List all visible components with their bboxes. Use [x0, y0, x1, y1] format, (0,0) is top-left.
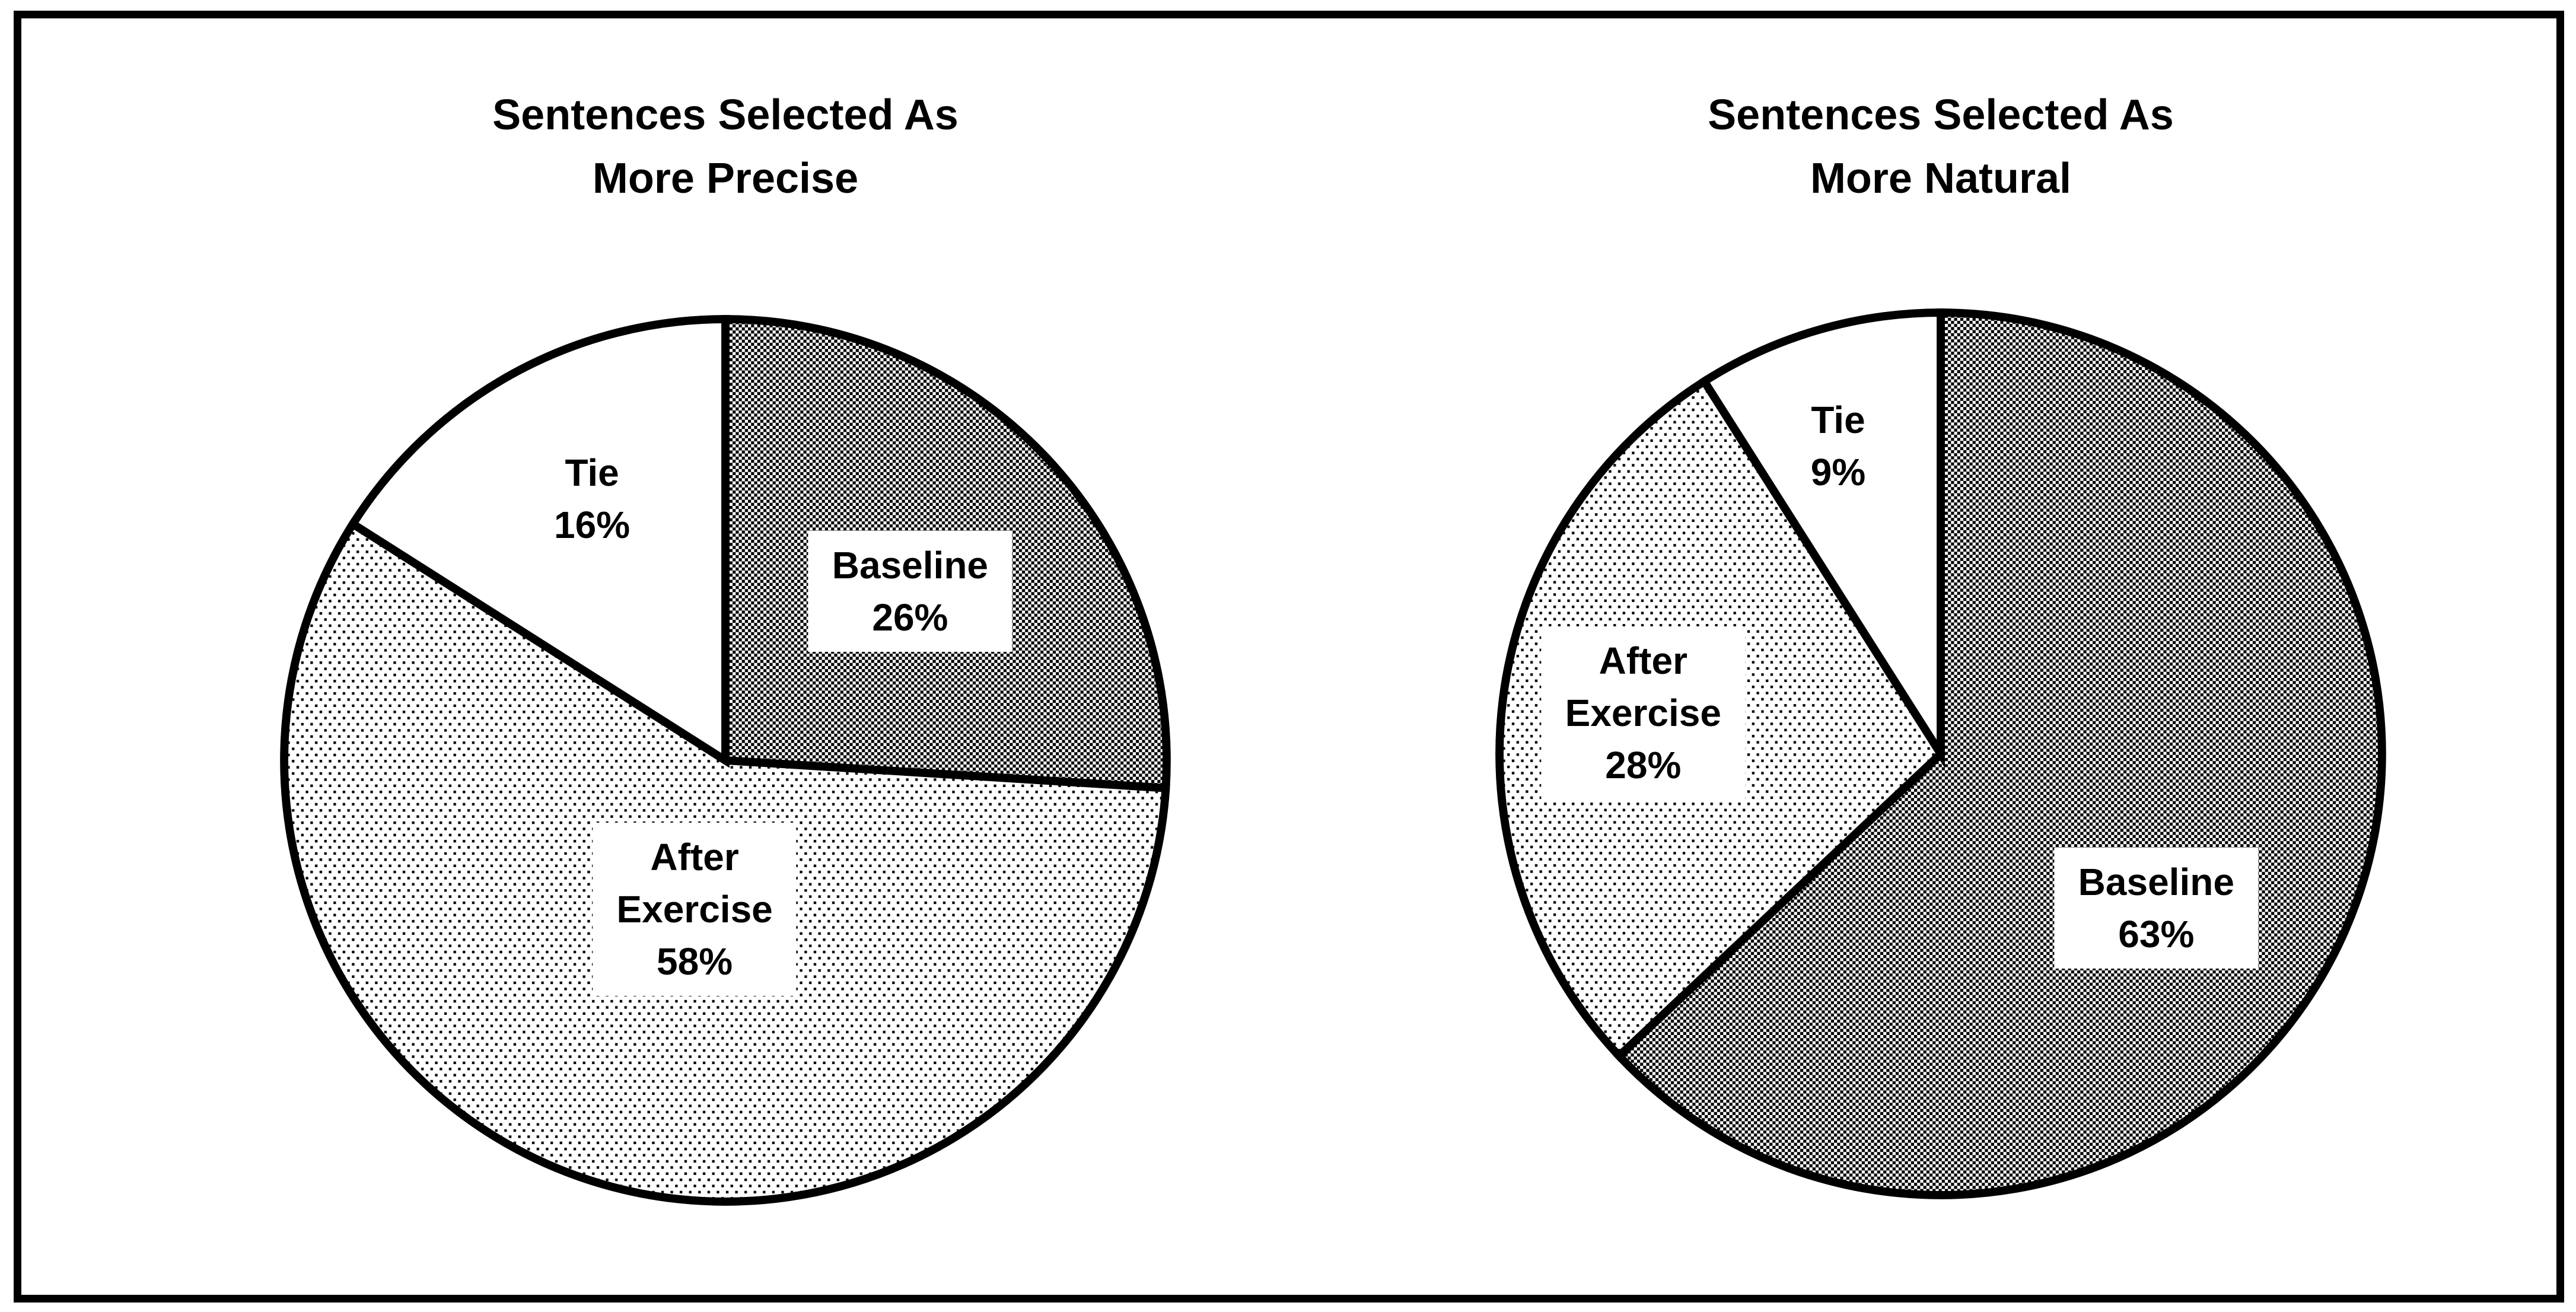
title-line: Sentences Selected As [492, 91, 959, 139]
slice-label-baseline-natural: Baseline 63% [2054, 847, 2258, 969]
slice-label-line: 28% [1605, 743, 1682, 786]
slice-label-tie-precise: Tie 16% [554, 447, 630, 551]
pie-slice-baseline-natural [1613, 308, 2386, 1199]
slice-label-baseline-precise: Baseline 26% [808, 530, 1012, 652]
figure-frame: Sentences Selected As More Precise Sente… [14, 11, 2564, 1303]
title-line: More Natural [1810, 155, 2072, 202]
slice-label-line: 16% [554, 503, 631, 546]
pie-svg-precise [280, 315, 1171, 1206]
slice-label-line: Baseline [832, 543, 989, 587]
pie-slice-tie-precise [347, 315, 730, 768]
slice-label-tie-natural: Tie 9% [1811, 394, 1866, 498]
pie-svg-natural [1495, 308, 2386, 1199]
slice-label-line: Exercise [1565, 691, 1721, 734]
pie-chart-precise: Baseline 26% After Exercise 58% Tie 16% [212, 247, 1238, 1273]
slice-label-after-exercise-natural: After Exercise 28% [1541, 626, 1745, 800]
slice-label-line: After [1599, 639, 1687, 682]
slice-label-line: 58% [657, 940, 733, 983]
title-line: More Precise [592, 155, 859, 202]
chart-title-precise: Sentences Selected As More Precise [492, 84, 959, 211]
slice-label-line: Baseline [2078, 860, 2234, 903]
slice-label-line: 63% [2118, 912, 2195, 956]
slice-label-line: Tie [565, 451, 619, 494]
chart-title-natural: Sentences Selected As More Natural [1708, 84, 2174, 211]
slice-label-line: Tie [1811, 399, 1865, 441]
slice-label-line: Exercise [616, 887, 773, 931]
slice-label-line: 9% [1810, 451, 1866, 493]
slice-label-line: After [650, 835, 739, 878]
pie-chart-natural: Baseline 63% After Exercise 28% Tie 9% [1428, 241, 2454, 1267]
slice-label-line: 26% [872, 596, 948, 639]
pie-slice-tie-natural [1698, 308, 1945, 768]
title-line: Sentences Selected As [1708, 91, 2174, 139]
slice-label-after-exercise-precise: After Exercise 58% [593, 822, 797, 996]
